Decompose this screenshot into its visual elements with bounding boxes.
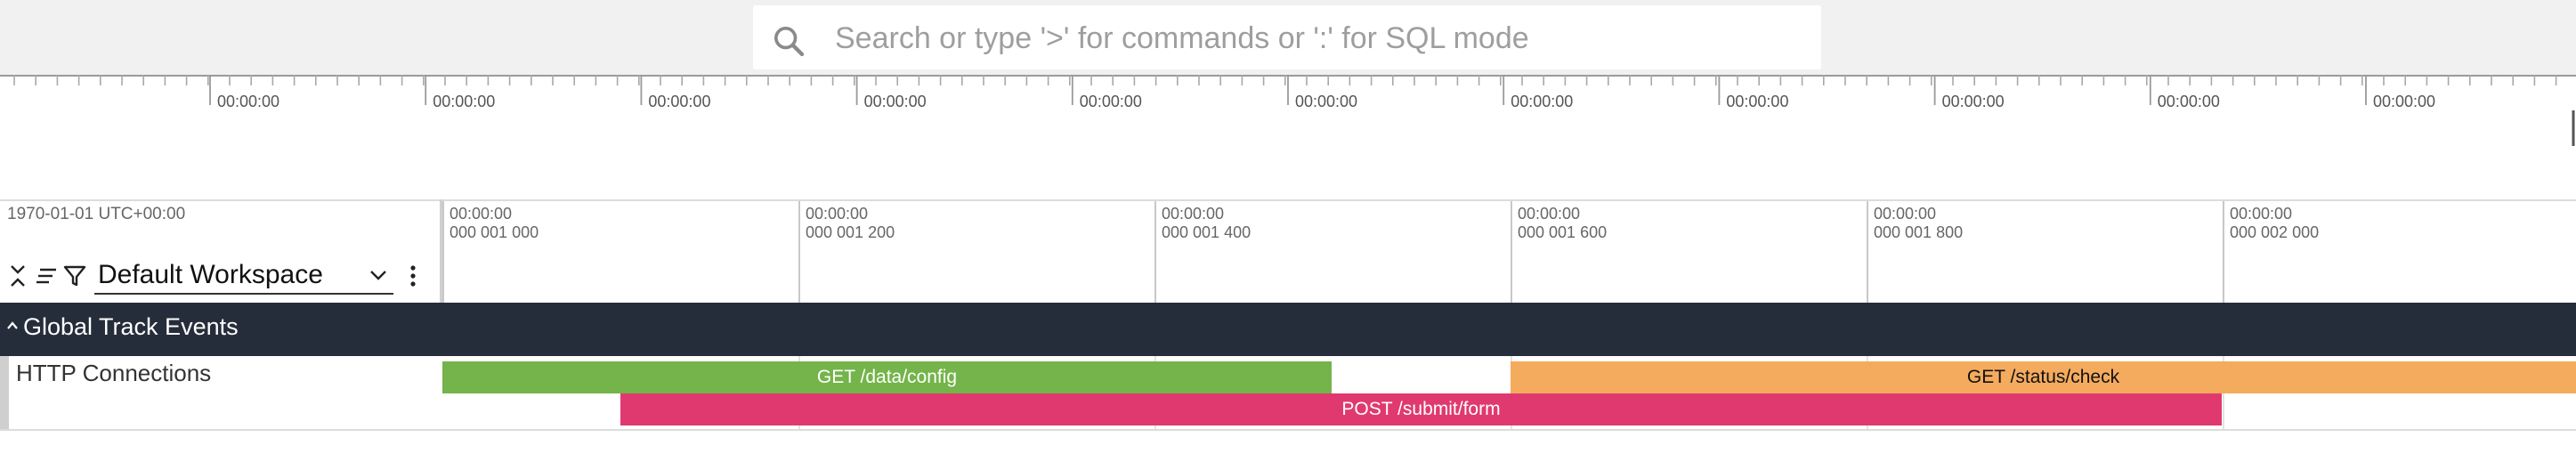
time-axis-tick <box>1867 201 1868 303</box>
overview-ruler: 00:00:00 00:00:00 00:00:00 00:00:00 00:00:00… <box>0 75 2576 146</box>
overview-tick-label: 00:00:00 <box>1511 93 1573 110</box>
time-axis[interactable]: 00:00:00 000 001 000 00:00:00 000 001 200 00… <box>442 201 2576 303</box>
overview-timeline[interactable]: 00:00:00 00:00:00 00:00:00 00:00:00 00:00:00… <box>0 75 2576 199</box>
overview-tick-label: 00:00:00 <box>2373 93 2435 110</box>
tick-time: 00:00:00 <box>1162 205 1225 223</box>
timeline-date-label: 1970-01-01 UTC+00:00 <box>7 205 186 223</box>
time-axis-tick-label: 00:00:00 000 001 600 <box>1518 205 1607 242</box>
tick-subtime: 000 001 800 <box>1874 223 1964 241</box>
tick-subtime: 000 001 000 <box>450 223 539 241</box>
header-divider <box>0 199 2576 201</box>
overview-tick-label: 00:00:00 <box>433 93 495 110</box>
tick-time: 00:00:00 <box>1518 205 1581 223</box>
track-slice[interactable]: POST /submit/form <box>620 393 2222 425</box>
time-axis-tick <box>798 201 800 303</box>
tick-time: 00:00:00 <box>2230 205 2293 223</box>
time-axis-tick-label: 00:00:00 000 001 400 <box>1162 205 1251 242</box>
time-axis-tick <box>1154 201 1156 303</box>
tick-subtime: 000 001 400 <box>1162 223 1252 241</box>
time-axis-tick <box>442 201 444 303</box>
chevron-up-icon[interactable] <box>5 319 20 333</box>
track-slice[interactable]: GET /data/config <box>442 361 1332 393</box>
tick-time: 00:00:00 <box>1874 205 1937 223</box>
workspace-controls: Default Workspace <box>4 256 436 296</box>
track-http-connections[interactable]: HTTP Connections GET /data/config GET /st… <box>0 356 2576 431</box>
overview-tick-label: 00:00:00 <box>2158 93 2220 110</box>
track-bottom-border <box>0 429 2576 431</box>
chevron-down-icon <box>370 271 386 280</box>
workspace-label: Default Workspace <box>98 260 323 289</box>
track-drag-handle[interactable] <box>0 356 9 431</box>
omnibox[interactable] <box>753 5 1821 69</box>
tick-time: 00:00:00 <box>450 205 513 223</box>
time-axis-tick-label: 00:00:00 000 001 800 <box>1874 205 1963 242</box>
tick-time: 00:00:00 <box>806 205 869 223</box>
time-axis-tick-label: 00:00:00 000 002 000 <box>2230 205 2319 242</box>
filter-icon[interactable] <box>61 260 89 292</box>
time-axis-tick <box>1511 201 1512 303</box>
kebab-menu-icon[interactable] <box>404 260 422 292</box>
track-group-header[interactable]: Global Track Events <box>0 303 2576 356</box>
search-input[interactable] <box>833 14 1798 62</box>
track-gridline <box>2223 356 2224 431</box>
sort-icon[interactable] <box>32 260 61 292</box>
track-slice[interactable]: GET /status/check <box>1511 361 2576 393</box>
tick-subtime: 000 001 600 <box>1518 223 1608 241</box>
top-bar <box>0 0 2576 75</box>
overview-tick-label: 00:00:00 <box>1295 93 1357 110</box>
overview-tick-label: 00:00:00 <box>648 93 710 110</box>
overview-tick-label: 00:00:00 <box>1080 93 1142 110</box>
time-axis-tick-label: 00:00:00 000 001 000 <box>450 205 539 242</box>
track-group-title: Global Track Events <box>23 313 239 340</box>
tick-subtime: 000 001 200 <box>806 223 895 241</box>
track-panel-header: 1970-01-01 UTC+00:00 Default Workspace <box>0 201 440 303</box>
search-icon <box>774 27 805 57</box>
time-axis-tick <box>2223 201 2224 303</box>
overview-tick-label: 00:00:00 <box>1942 93 2005 110</box>
overview-tick-label: 00:00:00 <box>1726 93 1788 110</box>
time-axis-tick-label: 00:00:00 000 001 200 <box>806 205 895 242</box>
overview-tick-label: 00:00:00 <box>217 93 279 110</box>
overview-tick-label: 00:00:00 <box>864 93 927 110</box>
tick-subtime: 000 002 000 <box>2230 223 2320 241</box>
collapse-all-icon[interactable] <box>4 260 32 292</box>
track-title: HTTP Connections <box>16 360 212 386</box>
workspace-selector[interactable]: Default Workspace <box>94 257 393 295</box>
